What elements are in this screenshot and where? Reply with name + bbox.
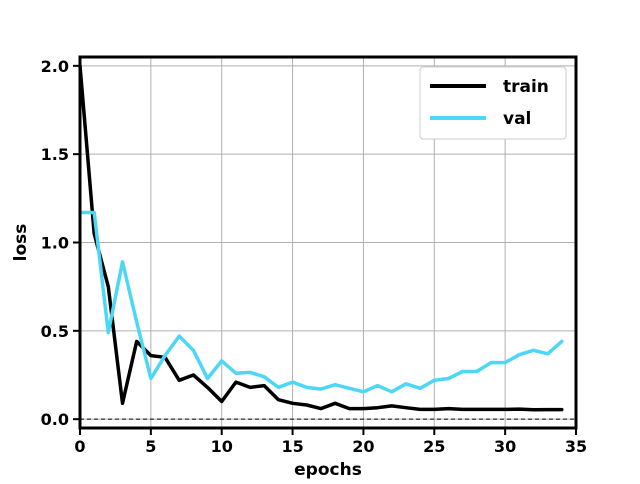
- legend: train val: [419, 66, 567, 140]
- legend-label-val: val: [503, 109, 531, 129]
- series-line-val: [78, 210, 564, 394]
- y-axis-ticks: 0.0 0.5 1.0 1.5 2.0: [41, 57, 79, 429]
- x-tick-label-1: 5: [145, 437, 156, 456]
- y-tick-label-0: 0.0: [41, 410, 69, 429]
- y-tick-label-1: 0.5: [41, 322, 69, 341]
- x-axis-ticks: 0 5 10 15 20 25 30 35: [74, 429, 587, 456]
- plot-frame: [78, 55, 578, 430]
- x-axis-label: epochs: [294, 460, 362, 480]
- x-tick-label-3: 15: [281, 437, 303, 456]
- y-tick-label-3: 1.5: [41, 145, 69, 164]
- x-tick-label-4: 20: [352, 437, 374, 456]
- series-line-train: [78, 64, 564, 412]
- x-tick-label-7: 35: [565, 437, 587, 456]
- legend-label-train: train: [503, 77, 549, 97]
- series-layer: [78, 64, 564, 412]
- x-tick-label-5: 25: [423, 437, 445, 456]
- x-tick-label-6: 30: [494, 437, 516, 456]
- y-axis-label: loss: [11, 224, 31, 262]
- x-tick-label-2: 10: [211, 437, 233, 456]
- y-tick-label-4: 2.0: [41, 57, 69, 76]
- x-tick-label-0: 0: [74, 437, 85, 456]
- y-tick-label-2: 1.0: [41, 234, 69, 253]
